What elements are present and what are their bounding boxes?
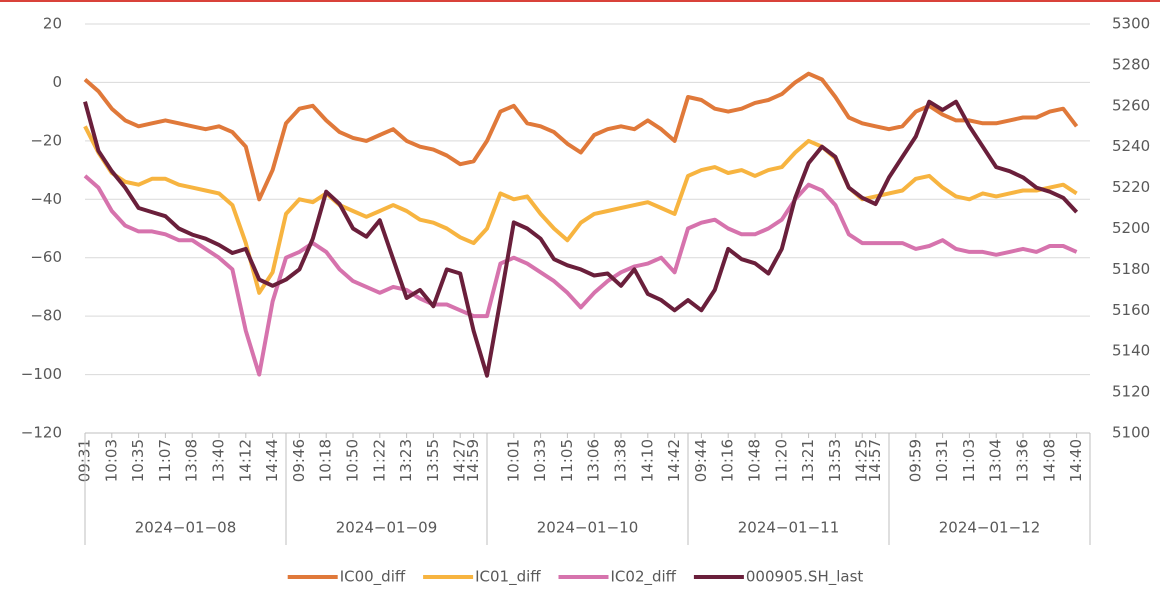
y2-tick-label: 5220 xyxy=(1112,178,1150,196)
x-tick-label: 13:06 xyxy=(585,439,603,482)
x-tick-label: 11:07 xyxy=(156,439,174,482)
x-tick-label: 13:55 xyxy=(424,439,442,482)
y2-tick-label: 5100 xyxy=(1112,424,1150,442)
x-tick-label: 10:16 xyxy=(719,439,737,482)
y-tick-label: −80 xyxy=(30,307,62,325)
x-tick-label: 09:44 xyxy=(692,439,710,482)
y2-tick-label: 5260 xyxy=(1112,96,1150,114)
y-tick-label: −120 xyxy=(21,424,62,442)
x-tick-label: 13:40 xyxy=(210,439,228,482)
legend-label: 000905.SH_last xyxy=(746,568,864,587)
x-tick-label: 13:23 xyxy=(397,439,415,482)
series-line xyxy=(83,71,1079,202)
x-tick-label: 10:35 xyxy=(129,439,147,482)
x-tick-label: 13:04 xyxy=(987,439,1005,482)
y-tick-label: −20 xyxy=(30,131,62,149)
x-tick-label: 10:48 xyxy=(746,439,764,482)
x-tick-label: 10:18 xyxy=(317,439,335,482)
x-tick-label: 14:57 xyxy=(866,439,884,482)
x-tick-label: 13:53 xyxy=(826,439,844,482)
group-label: 2024−01−11 xyxy=(738,519,839,537)
legend-label: IC00_diff xyxy=(340,568,406,587)
y-tick-label: 0 xyxy=(52,73,62,91)
x-tick-label: 11:03 xyxy=(960,439,978,482)
group-label: 2024−01−12 xyxy=(939,519,1040,537)
legend-label: IC02_diff xyxy=(611,568,677,587)
y2-tick-label: 5200 xyxy=(1112,219,1150,237)
x-tick-label: 14:42 xyxy=(665,439,683,482)
x-tick-label: 14:25 xyxy=(853,439,871,482)
y2-tick-label: 5240 xyxy=(1112,137,1150,155)
group-label: 2024−01−09 xyxy=(336,519,437,537)
x-tick-label: 09:59 xyxy=(906,439,924,482)
y2-tick-label: 5180 xyxy=(1112,260,1150,278)
x-tick-label: 14:08 xyxy=(1040,439,1058,482)
y2-tick-label: 5120 xyxy=(1112,383,1150,401)
x-tick-label: 09:46 xyxy=(290,439,308,482)
y-tick-label: −100 xyxy=(21,365,62,383)
x-tick-label: 14:12 xyxy=(236,439,254,482)
y-tick-label: −40 xyxy=(30,190,62,208)
x-tick-label: 10:33 xyxy=(531,439,549,482)
x-tick-label: 11:22 xyxy=(370,439,388,482)
x-tick-label: 14:40 xyxy=(1067,439,1085,482)
x-tick-label: 11:20 xyxy=(772,439,790,482)
x-tick-label: 10:03 xyxy=(102,439,120,482)
y-tick-label: 20 xyxy=(43,15,62,33)
y2-tick-label: 5280 xyxy=(1112,55,1150,73)
series-line xyxy=(83,99,1079,378)
series-line xyxy=(83,174,1078,377)
x-tick-label: 14:59 xyxy=(464,439,482,482)
x-tick-label: 13:08 xyxy=(183,439,201,482)
y2-tick-label: 5160 xyxy=(1112,301,1150,319)
x-tick-label: 13:21 xyxy=(799,439,817,482)
x-tick-label: 11:05 xyxy=(558,439,576,482)
x-tick-label: 10:01 xyxy=(504,439,522,482)
x-tick-label: 14:27 xyxy=(451,439,469,482)
x-tick-label: 10:50 xyxy=(344,439,362,482)
x-tick-label: 14:10 xyxy=(638,439,656,482)
group-label: 2024−01−10 xyxy=(537,519,638,537)
y2-tick-label: 5140 xyxy=(1112,342,1150,360)
x-tick-label: 10:31 xyxy=(933,439,951,482)
x-tick-label: 13:36 xyxy=(1014,439,1032,482)
y2-tick-label: 5300 xyxy=(1112,15,1150,33)
group-label: 2024−01−08 xyxy=(135,519,236,537)
legend-label: IC01_diff xyxy=(475,568,541,587)
x-tick-label: 14:44 xyxy=(263,439,281,482)
x-tick-label: 13:38 xyxy=(612,439,630,482)
y-tick-label: −60 xyxy=(30,248,62,266)
